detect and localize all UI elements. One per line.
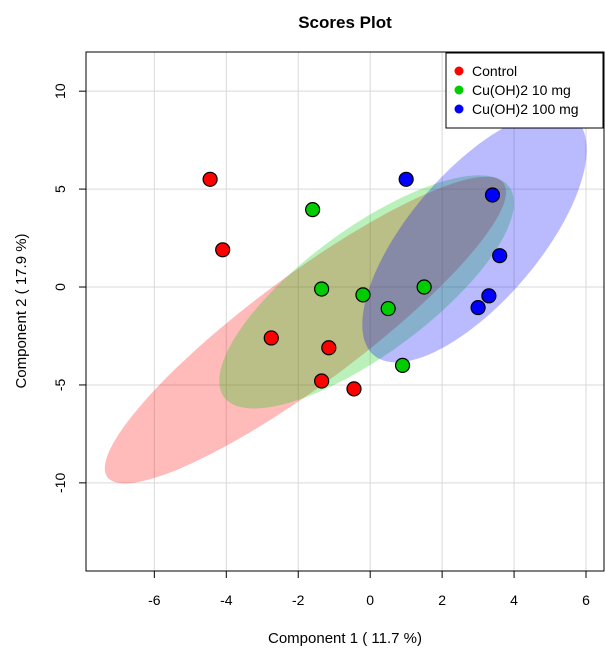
x-axis-label: Component 1 ( 11.7 %)	[268, 630, 422, 647]
ellipse-series-0	[104, 176, 507, 484]
grid	[86, 52, 604, 571]
point-series-2	[492, 248, 508, 264]
legend-label-control: Control	[472, 63, 517, 79]
point-series-2	[398, 171, 414, 187]
x-tick-label: 0	[366, 592, 374, 608]
chart-title: Scores Plot	[298, 13, 392, 32]
point-series-1	[394, 357, 411, 373]
point-series-0	[346, 381, 362, 397]
point-series-1	[305, 202, 321, 218]
point-series-2	[481, 288, 497, 304]
x-tick-label: 4	[510, 592, 518, 608]
y-axis-label: Component 2 ( 17.9 %)	[13, 233, 30, 388]
x-tick-label: -6	[148, 592, 161, 608]
x-tick-label: -2	[292, 592, 305, 608]
point-series-1	[380, 300, 396, 317]
legend-marker-control	[454, 66, 464, 76]
point-series-0	[215, 242, 231, 258]
point-series-2	[470, 299, 486, 316]
y-tick-label: 0	[52, 283, 68, 291]
legend-label-100mg: Cu(OH)2 100 mg	[472, 101, 579, 117]
point-series-1	[416, 279, 432, 295]
y-tick-label: 5	[52, 185, 68, 193]
y-tick-label: 10	[52, 83, 68, 99]
legend: Control Cu(OH)2 10 mg Cu(OH)2 100 mg	[445, 52, 604, 129]
x-tick-label: -4	[220, 592, 233, 608]
point-series-0	[263, 330, 279, 346]
point-series-2	[484, 187, 501, 203]
x-tick-label: 2	[438, 592, 446, 608]
y-tick-label: -5	[52, 379, 68, 392]
y-axis: -10 -5 0 5 10	[52, 83, 86, 493]
point-series-0	[321, 340, 337, 356]
ellipse-series-2	[362, 111, 587, 363]
point-series-0	[314, 373, 330, 389]
legend-label-10mg: Cu(OH)2 10 mg	[472, 82, 571, 98]
x-axis: -6 -4 -2 0 2 4 6	[148, 571, 590, 608]
legend-box	[445, 52, 604, 129]
legend-marker-100mg	[454, 104, 464, 114]
y-tick-label: -10	[52, 473, 68, 493]
point-series-1	[314, 281, 330, 297]
x-tick-label: 6	[582, 592, 590, 608]
plot-frame	[85, 51, 605, 572]
point-series-0	[202, 171, 218, 187]
point-series-1	[355, 287, 371, 303]
data-points	[202, 171, 508, 397]
legend-marker-10mg	[454, 85, 464, 95]
